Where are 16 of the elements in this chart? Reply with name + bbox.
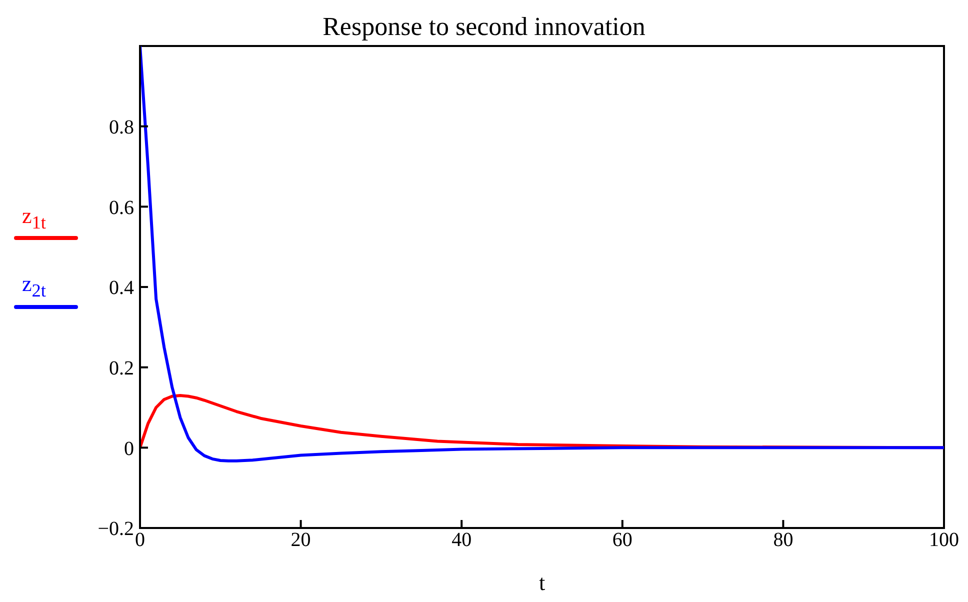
text: z$_{1t}$: [22, 203, 48, 234]
x-tick-label: 80: [773, 529, 794, 552]
y-tick-label: 0.2: [109, 357, 134, 380]
y-tick-label: 0.4: [109, 277, 134, 300]
y-tick-label: 0: [124, 438, 134, 460]
y-tick-label: −0.2: [98, 518, 134, 540]
x-tick-label: 20: [290, 529, 311, 552]
y-tick-label: 0.6: [109, 196, 134, 219]
x-axis-title: t: [538, 570, 546, 596]
x-tick-label: 100: [929, 529, 959, 552]
text: z$_{2t}$: [22, 271, 48, 302]
y-tick-label: 0.8: [109, 116, 134, 138]
line-series: [140, 46, 944, 462]
x-tick-label: 60: [612, 529, 632, 552]
x-tick-label: 40: [452, 529, 472, 552]
chart-title: Response to second innovation: [322, 12, 646, 42]
